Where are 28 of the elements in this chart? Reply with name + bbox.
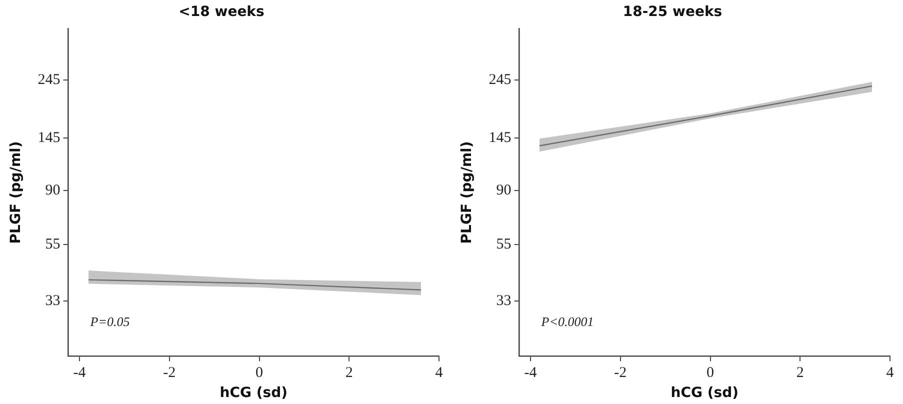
x-tick-label: 4 bbox=[435, 365, 444, 382]
y-tick-label: 145 bbox=[38, 130, 60, 146]
y-tick-label: 145 bbox=[488, 130, 512, 146]
x-tick-label: 4 bbox=[886, 365, 894, 382]
x-tick-label: -2 bbox=[163, 365, 176, 382]
x-tick-label: -2 bbox=[614, 365, 627, 382]
y-tick-label: 33 bbox=[496, 292, 512, 309]
y-axis-title: PLGF (pg/ml) bbox=[459, 141, 476, 244]
y-tick-label: 90 bbox=[45, 182, 60, 198]
y-axis-title: PLGF (pg/ml) bbox=[8, 141, 24, 244]
annotation: P=0.05 bbox=[89, 314, 130, 330]
x-tick-label: -4 bbox=[73, 365, 86, 382]
y-tick-label: 245 bbox=[488, 72, 512, 88]
annotation: P<0.0001 bbox=[540, 314, 594, 330]
y-tick-label: 245 bbox=[38, 72, 60, 88]
x-axis-title: hCG (sd) bbox=[670, 385, 739, 402]
x-tick-label: 2 bbox=[796, 365, 804, 382]
x-tick-label: 0 bbox=[706, 365, 714, 382]
chart-title: 18-25 weeks bbox=[622, 4, 722, 20]
y-tick-label: 90 bbox=[496, 182, 512, 198]
y-tick-label: 55 bbox=[496, 236, 512, 253]
x-tick-label: 2 bbox=[345, 365, 353, 382]
x-axis-title: hCG (sd) bbox=[220, 385, 288, 402]
x-tick-label: -4 bbox=[524, 365, 538, 382]
x-tick-label: 0 bbox=[256, 365, 264, 382]
y-tick-label: 33 bbox=[45, 292, 60, 309]
chart-title: <18 weeks bbox=[178, 4, 264, 20]
y-tick-label: 55 bbox=[45, 236, 60, 253]
